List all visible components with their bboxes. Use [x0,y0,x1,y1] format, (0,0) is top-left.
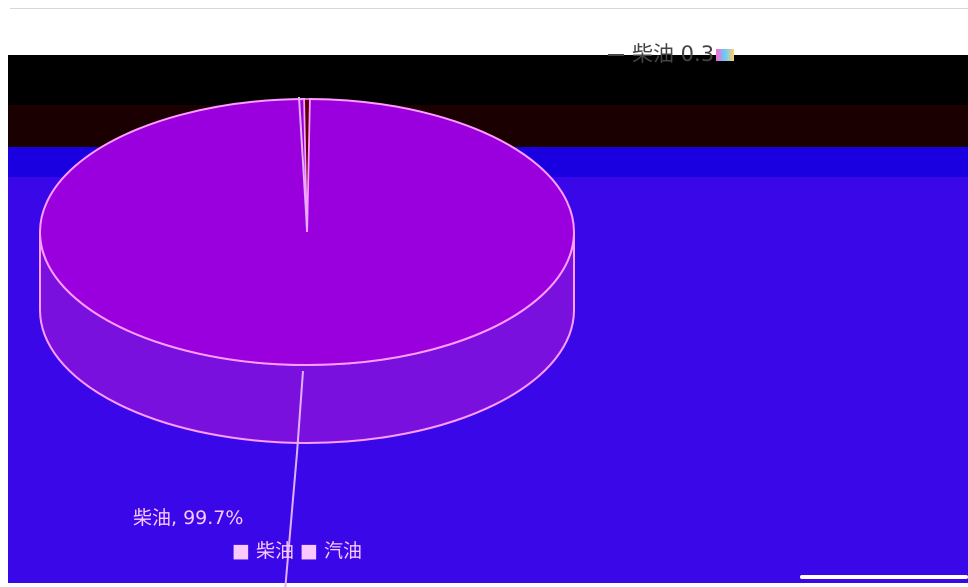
main-slice-leader-line [284,370,304,587]
main-slice-label: 柴油, 99.7% [133,507,243,529]
pie-top [39,98,575,366]
pie-slice-main [39,98,575,366]
small-slice-leader-line [298,96,308,229]
glitch-band-black [8,55,968,105]
bottom-edge-line [800,575,968,579]
top-legend-label: 柴油 0.3 [632,42,715,66]
top-legend: 柴油 0.3 [608,38,735,68]
glitch-artifact-icon [716,49,735,61]
legend-label: ■ 柴油 ■ 汽油 [232,540,362,562]
top-border [10,8,968,9]
pie-slice-small [303,98,311,233]
legend-dash-icon [608,54,624,56]
